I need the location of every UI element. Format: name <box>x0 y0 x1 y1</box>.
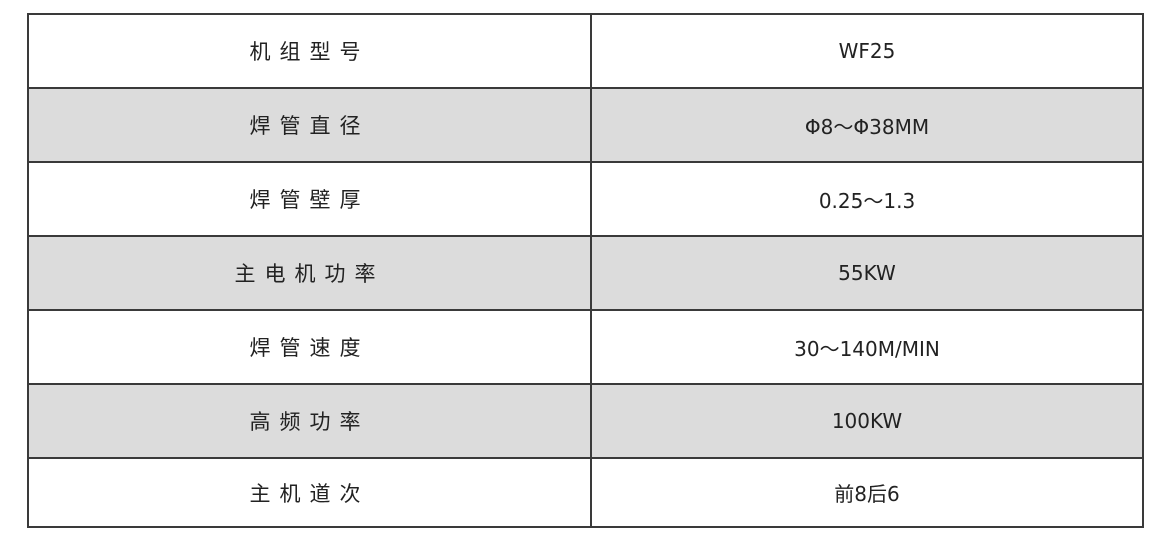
spec-value: 100KW <box>590 383 1144 459</box>
table-row: 焊管壁厚 0.25～1.3 <box>27 161 1144 237</box>
table-row: 焊管速度 30～140M/MIN <box>27 309 1144 385</box>
spec-value: 30～140M/MIN <box>590 309 1144 385</box>
spec-label: 机组型号 <box>27 13 592 89</box>
spec-label: 焊管速度 <box>27 309 592 385</box>
spec-value: 0.25～1.3 <box>590 161 1144 237</box>
table-row: 主电机功率 55KW <box>27 235 1144 311</box>
spec-value: WF25 <box>590 13 1144 89</box>
table-row: 主机道次 前8后6 <box>27 457 1144 528</box>
spec-label: 焊管壁厚 <box>27 161 592 237</box>
spec-value: 前8后6 <box>590 457 1144 528</box>
table-row: 焊管直径 Φ8～Φ38MM <box>27 87 1144 163</box>
spec-value: 55KW <box>590 235 1144 311</box>
spec-table: 机组型号 WF25 焊管直径 Φ8～Φ38MM 焊管壁厚 0.25～1.3 主电机功率… <box>27 13 1144 528</box>
table-row: 机组型号 WF25 <box>27 13 1144 89</box>
table-row: 高频功率 100KW <box>27 383 1144 459</box>
spec-value: Φ8～Φ38MM <box>590 87 1144 163</box>
spec-label: 高频功率 <box>27 383 592 459</box>
spec-label: 主电机功率 <box>27 235 592 311</box>
spec-label: 主机道次 <box>27 457 592 528</box>
spec-label: 焊管直径 <box>27 87 592 163</box>
